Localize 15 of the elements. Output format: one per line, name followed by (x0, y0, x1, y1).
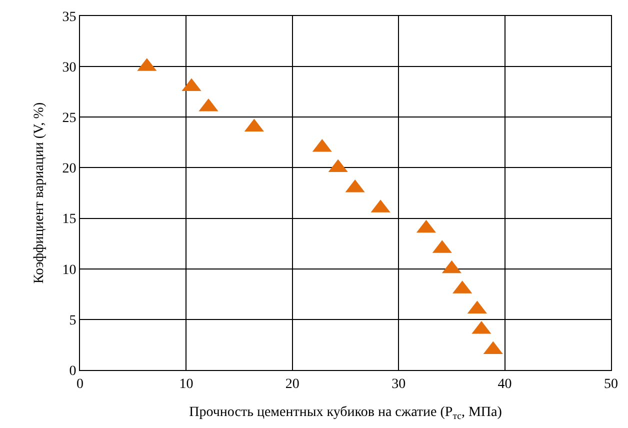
y-tick-label: 30 (62, 60, 76, 76)
x-tick-label: 50 (604, 376, 618, 392)
y-tick-label: 0 (69, 364, 76, 379)
x-axis-title: Прочность цементных кубиков на сжатие (P$_{тс}$, МПа) (189, 405, 502, 422)
y-tick-label: 35 (62, 10, 76, 25)
y-tick-label: 15 (62, 212, 76, 228)
y-tick-label: 25 (62, 111, 76, 126)
y-tick-label: 10 (62, 262, 76, 278)
y-tick-label: 5 (69, 313, 76, 328)
x-tick-label: 40 (498, 376, 512, 392)
x-tick-label: 10 (179, 376, 194, 392)
y-tick-label: 20 (62, 162, 76, 177)
x-tick-label: 20 (285, 376, 300, 392)
y-axis-title: Коэффициент вариации (V, %) (32, 102, 47, 284)
x-tick-label: 30 (392, 376, 406, 392)
